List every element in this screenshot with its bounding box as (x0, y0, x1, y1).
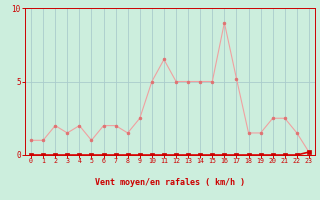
X-axis label: Vent moyen/en rafales ( km/h ): Vent moyen/en rafales ( km/h ) (95, 178, 245, 187)
